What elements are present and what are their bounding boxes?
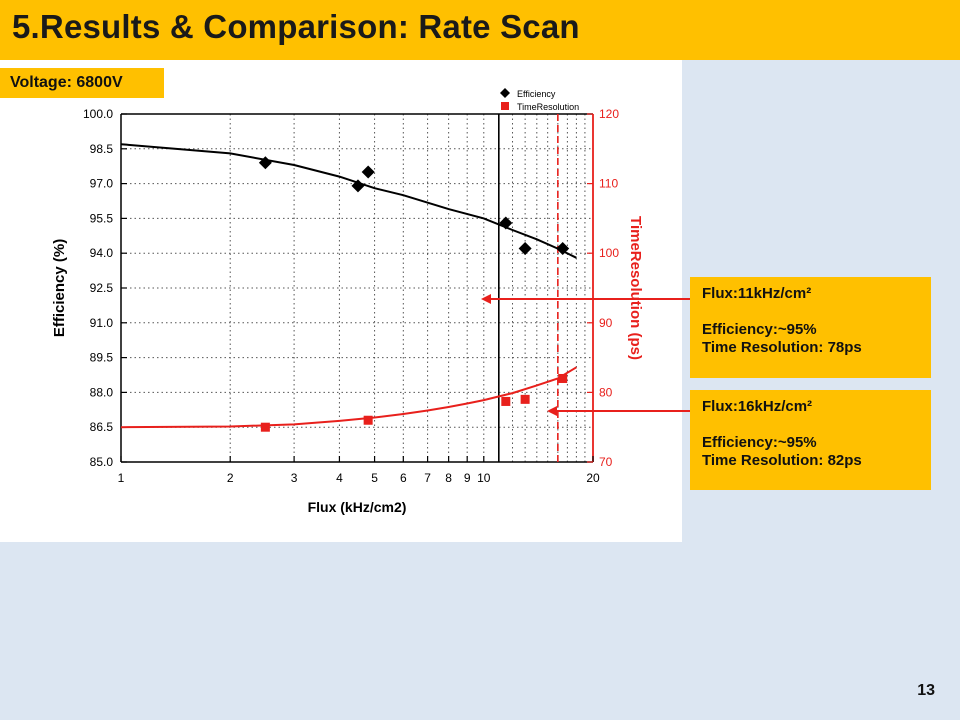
y-tick-label: 89.5 <box>90 351 114 365</box>
x-tick-label: 6 <box>400 471 407 485</box>
y-tick-label: 95.5 <box>90 211 114 225</box>
time-resolution-point <box>363 415 373 425</box>
x-tick-label: 5 <box>371 471 378 485</box>
x-tick-label: 8 <box>445 471 452 485</box>
y-tick-label: 97.0 <box>90 177 114 191</box>
callout-16khz: Flux:16kHz/cm² Efficiency:~95% Time Reso… <box>690 390 931 490</box>
callout-efficiency: Efficiency:~95% <box>702 434 817 451</box>
legend-efficiency-marker <box>500 88 510 98</box>
x-tick-label: 7 <box>424 471 431 485</box>
time-resolution-point <box>520 394 530 404</box>
x-tick-label: 3 <box>291 471 298 485</box>
slide-title: 5.Results & Comparison: Rate Scan <box>12 8 580 45</box>
title-bar <box>0 0 960 60</box>
callout-11khz: Flux:11kHz/cm² Efficiency:~95% Time Reso… <box>690 277 931 378</box>
time-resolution-point <box>501 396 511 406</box>
y2-tick-label: 100 <box>599 246 619 260</box>
legend-efficiency-label: Efficiency <box>517 89 556 99</box>
fit-curve <box>120 366 577 429</box>
legend-time-resolution-marker <box>501 102 509 110</box>
x-tick-label: 1 <box>118 471 125 485</box>
callout-efficiency: Efficiency:~95% <box>702 321 817 338</box>
x-tick-label: 10 <box>477 471 491 485</box>
y-tick-label: 91.0 <box>90 316 114 330</box>
x-axis-title: Flux (kHz/cm2) <box>308 499 407 515</box>
x-tick-label: 2 <box>227 471 234 485</box>
callout-flux: Flux:11kHz/cm² <box>702 285 812 302</box>
efficiency-point <box>351 179 365 193</box>
y-tick-label: 86.5 <box>90 420 114 434</box>
y2-tick-label: 110 <box>599 177 618 191</box>
legend-time-resolution-label: TimeResolution <box>517 102 579 112</box>
voltage-badge: Voltage: 6800V <box>0 68 164 98</box>
y-tick-label: 92.5 <box>90 281 114 295</box>
y2-tick-label: 90 <box>599 316 613 330</box>
efficiency-point <box>258 156 272 170</box>
time-resolution-point <box>260 422 270 432</box>
page-number: 13 <box>917 682 935 699</box>
x-tick-label: 4 <box>336 471 343 485</box>
x-tick-label: 20 <box>586 471 600 485</box>
y2-axis-title: TimeResolution (ps) <box>627 216 644 360</box>
fit-curve <box>120 143 577 259</box>
efficiency-point <box>556 242 570 256</box>
callout-arrow-1-head <box>481 294 491 304</box>
y-axis-title: Efficiency (%) <box>51 239 68 337</box>
callout-arrow-2-head <box>547 406 557 416</box>
y2-tick-label: 80 <box>599 385 613 399</box>
efficiency-point <box>361 165 375 179</box>
y-tick-label: 98.5 <box>90 142 114 156</box>
y-tick-label: 88.0 <box>90 385 114 399</box>
time-resolution-point <box>558 373 568 383</box>
callout-time-resolution: Time Resolution: 78ps <box>702 339 862 356</box>
x-tick-label: 9 <box>464 471 471 485</box>
efficiency-point <box>499 216 513 230</box>
efficiency-point <box>518 242 532 256</box>
y-tick-label: 100.0 <box>83 107 113 121</box>
y2-tick-label: 70 <box>599 455 613 469</box>
callout-flux: Flux:16kHz/cm² <box>702 398 813 415</box>
y2-tick-label: 120 <box>599 107 619 121</box>
y-tick-label: 85.0 <box>90 455 114 469</box>
callout-time-resolution: Time Resolution: 82ps <box>702 452 862 469</box>
y-tick-label: 94.0 <box>90 246 114 260</box>
